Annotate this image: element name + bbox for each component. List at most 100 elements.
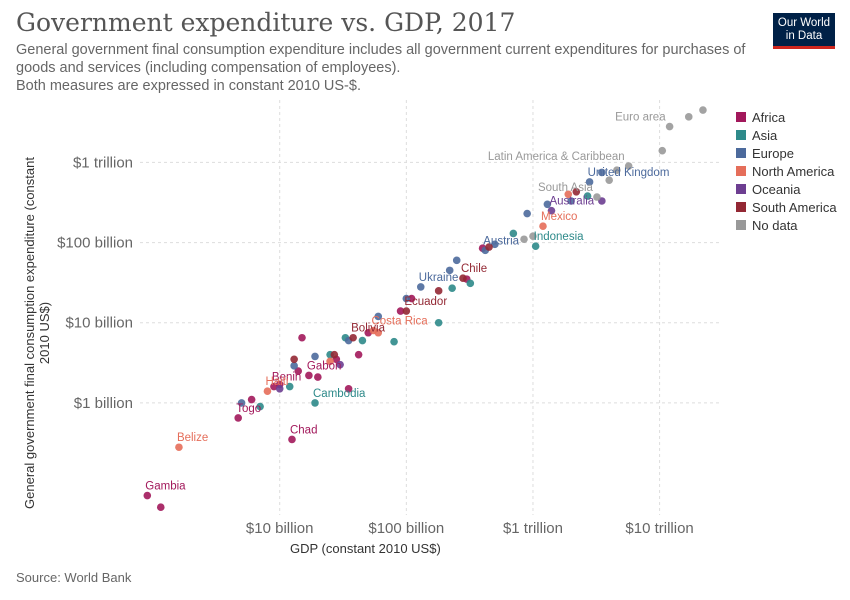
x-tick-label: $1 trillion	[503, 520, 563, 537]
data-point	[583, 192, 592, 200]
data-point	[344, 384, 353, 393]
data-point	[624, 162, 633, 170]
data-point	[175, 443, 183, 452]
legend-item-oceania[interactable]: Oceania	[736, 180, 837, 198]
data-point	[285, 382, 294, 391]
data-point	[684, 113, 693, 121]
point-label: Austria	[483, 235, 519, 247]
data-point	[658, 146, 667, 155]
legend-item-north-america[interactable]: North America	[736, 162, 837, 180]
data-point	[290, 362, 298, 370]
x-tick-label: $10 billion	[246, 520, 314, 537]
legend-swatch	[736, 130, 746, 140]
data-point	[402, 307, 411, 315]
legend-item-no-data[interactable]: No data	[736, 216, 837, 234]
data-point	[448, 284, 456, 292]
legend-item-europe[interactable]: Europe	[736, 144, 837, 162]
data-point	[294, 367, 303, 375]
point-label: South Asia	[538, 182, 594, 194]
subtitle-line: General government final consumption exp…	[16, 42, 746, 58]
data-point	[585, 178, 594, 186]
legend-item-africa[interactable]: Africa	[736, 108, 837, 126]
legend-label: No data	[752, 217, 798, 233]
legend-item-asia[interactable]: Asia	[736, 126, 837, 144]
point-label: United Kingdom	[588, 167, 670, 179]
point-label: Haiti	[265, 376, 288, 388]
point-label: Cambodia	[313, 388, 366, 400]
point-label: Ecuador	[404, 296, 447, 308]
point-label: Bolivia	[351, 323, 385, 335]
data-point	[311, 399, 319, 407]
data-point	[156, 503, 165, 512]
subtitle-line: goods and services (including compensati…	[16, 60, 401, 76]
data-point	[298, 333, 306, 342]
y-axis-title-wrapper: General government final consumption exp…	[22, 148, 52, 518]
legend-swatch	[736, 112, 746, 122]
data-point	[374, 328, 383, 337]
data-point	[531, 242, 540, 251]
x-axis-title: GDP (constant 2010 US$)	[290, 541, 441, 556]
data-point	[326, 357, 334, 366]
point-label: Belize	[177, 432, 208, 444]
data-point	[336, 360, 344, 369]
data-point	[445, 266, 454, 275]
chart-subtitle: General government final consumption exp…	[16, 41, 746, 95]
subtitle-line: Both measures are expressed in constant …	[16, 78, 361, 94]
point-label: Latin America & Caribbean	[488, 151, 625, 163]
legend: Africa Asia Europe North America Oceania…	[736, 108, 837, 234]
point-label: Australia	[549, 196, 594, 208]
point-label: Indonesia	[534, 231, 584, 243]
data-point	[143, 491, 152, 500]
x-tick-label: $100 billion	[368, 520, 444, 537]
data-point	[598, 168, 606, 177]
data-point	[466, 279, 475, 288]
point-label: Mexico	[541, 211, 577, 223]
point-label: Chile	[461, 263, 487, 275]
data-point	[288, 435, 296, 444]
legend-label: Africa	[752, 109, 786, 125]
legend-swatch	[736, 220, 746, 230]
data-point	[349, 333, 357, 342]
y-tick-label: $1 trillion	[73, 154, 133, 171]
legend-swatch	[736, 166, 746, 176]
data-point	[374, 312, 383, 321]
data-point	[452, 256, 461, 265]
data-point	[275, 384, 284, 393]
data-point	[396, 307, 405, 315]
chart-title: Government expenditure vs. GDP, 2017	[16, 8, 516, 37]
data-point	[416, 283, 425, 291]
data-point	[485, 243, 493, 251]
data-point	[270, 382, 278, 391]
legend-label: Oceania	[752, 181, 801, 197]
data-point	[491, 240, 499, 249]
data-point	[311, 352, 319, 361]
data-point	[290, 355, 298, 364]
data-point	[237, 399, 246, 407]
data-point	[354, 350, 363, 359]
data-point	[613, 166, 621, 174]
point-label: Euro area	[615, 112, 666, 124]
point-label: Ukraine	[419, 272, 459, 284]
point-label: Gambia	[145, 481, 186, 493]
y-tick-label: $100 billion	[57, 235, 133, 252]
y-tick-label: $10 billion	[65, 315, 133, 332]
data-point	[593, 193, 601, 201]
legend-item-south-america[interactable]: South America	[736, 198, 837, 216]
data-point	[520, 235, 528, 244]
data-point	[434, 318, 443, 327]
logo-line: in Data	[785, 30, 823, 42]
data-point	[434, 287, 443, 295]
data-point	[567, 197, 575, 205]
source-note: Source: World Bank	[16, 570, 132, 585]
data-point	[263, 387, 272, 396]
data-point	[459, 274, 467, 282]
data-point	[529, 232, 537, 241]
data-point	[564, 190, 573, 199]
point-label: Costa Rica	[371, 316, 428, 328]
legend-label: North America	[752, 163, 835, 179]
data-point	[234, 414, 242, 422]
owid-logo[interactable]: Our World in Data	[773, 13, 835, 49]
point-label: Togo	[236, 403, 261, 415]
point-label: Chad	[290, 424, 318, 436]
